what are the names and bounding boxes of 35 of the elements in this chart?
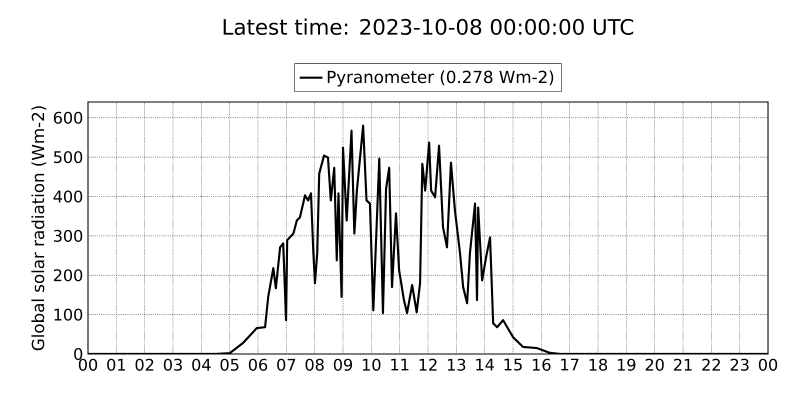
x-tick-label: 16 — [532, 358, 551, 371]
x-tick-label: 19 — [618, 358, 636, 371]
legend-label: Pyranometer (0.278 Wm-2) — [328, 70, 554, 86]
x-tick-label: 18 — [590, 358, 608, 371]
chart-title: Latest time: 2023-10-08 00:00:00 UTC — [224, 18, 634, 35]
x-tick-label: 23 — [730, 358, 749, 371]
y-tick-label: 500 — [54, 151, 82, 164]
y-tick-label: 200 — [54, 269, 82, 282]
y-tick-label: 0 — [74, 348, 82, 360]
y-tick-label: 100 — [54, 308, 82, 321]
x-tick-label: 13 — [448, 358, 466, 371]
x-tick-label: 08 — [306, 358, 324, 371]
x-tick-label: 04 — [192, 358, 211, 371]
x-tick-label: 11 — [391, 358, 408, 370]
x-tick-label: 20 — [646, 358, 664, 371]
x-tick-label: 09 — [334, 358, 352, 371]
x-tick-label: 22 — [702, 358, 720, 371]
x-tick-label: 21 — [674, 358, 692, 371]
x-tick-label: 03 — [164, 358, 182, 371]
y-axis-title: Global solar radiation (Wm-2) — [31, 106, 46, 350]
x-tick-label: 01 — [107, 358, 126, 371]
x-tick-label: 00 — [758, 358, 778, 371]
y-tick-label: 600 — [54, 112, 82, 124]
x-tick-label: 15 — [504, 358, 522, 371]
x-tick-label: 10 — [362, 358, 380, 371]
y-tick-label: 400 — [54, 190, 82, 203]
x-tick-label: 00 — [78, 358, 98, 371]
x-tick-label: 05 — [220, 358, 238, 371]
y-tick-label: 300 — [54, 230, 82, 242]
x-tick-label: 14 — [476, 358, 494, 370]
x-tick-label: 07 — [277, 358, 296, 371]
x-tick-label: 12 — [420, 358, 437, 371]
x-tick-label: 06 — [248, 358, 268, 371]
x-tick-label: 02 — [136, 358, 154, 371]
x-tick-label: 17 — [561, 358, 578, 370]
